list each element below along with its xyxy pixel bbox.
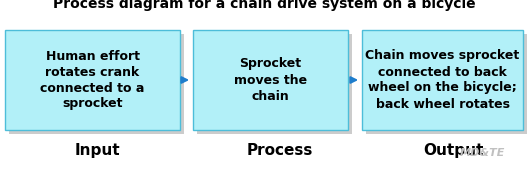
FancyBboxPatch shape — [362, 30, 523, 130]
Text: Human effort
rotates crank
connected to a
sprocket: Human effort rotates crank connected to … — [40, 50, 145, 110]
FancyBboxPatch shape — [9, 34, 184, 134]
FancyBboxPatch shape — [197, 34, 352, 134]
Text: Input: Input — [74, 143, 120, 158]
Text: Process diagram for a chain drive system on a bicycle: Process diagram for a chain drive system… — [53, 0, 475, 11]
Text: MD&TE: MD&TE — [460, 148, 505, 158]
FancyBboxPatch shape — [5, 30, 180, 130]
FancyBboxPatch shape — [193, 30, 348, 130]
Text: Output: Output — [423, 143, 483, 158]
Text: Sprocket
moves the
chain: Sprocket moves the chain — [234, 57, 307, 103]
Text: Chain moves sprocket
connected to back
wheel on the bicycle;
back wheel rotates: Chain moves sprocket connected to back w… — [365, 50, 520, 110]
FancyBboxPatch shape — [366, 34, 527, 134]
Text: Process: Process — [247, 143, 313, 158]
